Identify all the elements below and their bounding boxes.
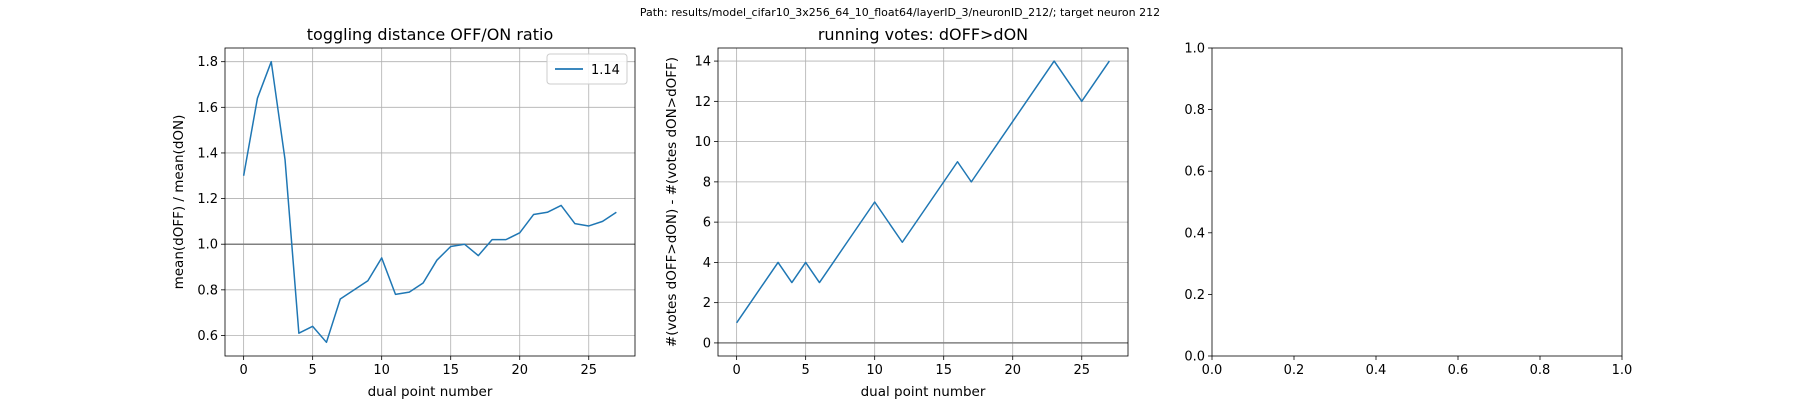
- axes-frame: [717, 47, 1129, 357]
- y-tick-label: 10: [694, 135, 711, 150]
- x-tick-label: 25: [1073, 363, 1090, 378]
- panel-toggling-ratio: 0 5 10 15 20 25 0.6 0.8 1.0 1.2 1.4 1.6 1.8 toggling …: [171, 25, 636, 400]
- x-tick-label: 0: [239, 363, 247, 378]
- y-tick-label: 0.6: [197, 329, 218, 344]
- legend-box: [546, 53, 628, 85]
- y-tick-label: 1.0: [197, 238, 218, 253]
- y-axis-label: mean(dOFF) / mean(dON): [171, 115, 187, 290]
- x-tick-label: 10: [373, 363, 390, 378]
- x-tick-label: 20: [1004, 363, 1021, 378]
- y-tick-label: 0: [703, 336, 711, 351]
- figure-suptitle: Path: results/model_cifar10_3x256_64_10_…: [639, 6, 1161, 19]
- series-line: [242, 60, 617, 344]
- x-tick-label: 20: [511, 363, 528, 378]
- y-tick-label: 12: [694, 95, 711, 110]
- x-tick-label: 0.8: [1530, 363, 1551, 378]
- x-axis-label: dual point number: [368, 384, 493, 400]
- axes-frame: [224, 47, 636, 357]
- y-tick-label: 0.4: [1184, 226, 1205, 241]
- y-tick-label: 0.2: [1184, 288, 1205, 303]
- y-tick-label: 1.6: [197, 101, 218, 116]
- y-tick-label: 6: [703, 216, 711, 231]
- y-tick-label: 4: [703, 256, 711, 271]
- x-tick-label: 15: [935, 363, 952, 378]
- y-axis-label: #(votes dOFF>dON) - #(votes dON>dOFF): [664, 57, 680, 347]
- x-axis-label: dual point number: [861, 384, 986, 400]
- x-tick-label: 1.0: [1612, 363, 1633, 378]
- axes-frame: [1211, 47, 1623, 357]
- x-tick-label: 15: [442, 363, 459, 378]
- y-tick-label: 0.6: [1184, 165, 1205, 180]
- x-tick-label: 5: [802, 363, 810, 378]
- chart-title: running votes: dOFF>dON: [818, 25, 1028, 44]
- x-tick-label: 5: [309, 363, 317, 378]
- x-tick-label: 10: [866, 363, 883, 378]
- panel-empty: 0.0 0.2 0.4 0.6 0.8 1.0 0.0 0.2 0.4 0.6 0.8 1.0: [1184, 42, 1632, 379]
- y-tick-label: 0.8: [1184, 103, 1205, 118]
- x-tick-label: 0.4: [1366, 363, 1387, 378]
- x-tick-label: 0.6: [1448, 363, 1469, 378]
- y-tick-label: 14: [694, 55, 711, 70]
- y-tick-label: 1.0: [1184, 42, 1205, 57]
- panel-running-votes: 0 5 10 15 20 25 0 2 4 6 8 10 12 14 running votes: dOFF…: [664, 25, 1129, 400]
- y-tick-label: 2: [703, 296, 711, 311]
- x-tick-label: 25: [580, 363, 597, 378]
- x-tick-label: 0.0: [1202, 363, 1223, 378]
- y-tick-label: 8: [703, 175, 711, 190]
- series-line: [736, 60, 1110, 324]
- y-tick-label: 1.2: [197, 192, 218, 207]
- y-tick-label: 1.8: [197, 55, 218, 70]
- legend-label: 1.14: [591, 63, 620, 78]
- y-tick-label: 1.4: [197, 146, 218, 161]
- x-tick-label: 0.2: [1284, 363, 1305, 378]
- y-tick-label: 0.8: [197, 283, 218, 298]
- chart-title: toggling distance OFF/ON ratio: [307, 25, 553, 44]
- y-tick-label: 0.0: [1184, 350, 1205, 365]
- x-tick-label: 0: [732, 363, 740, 378]
